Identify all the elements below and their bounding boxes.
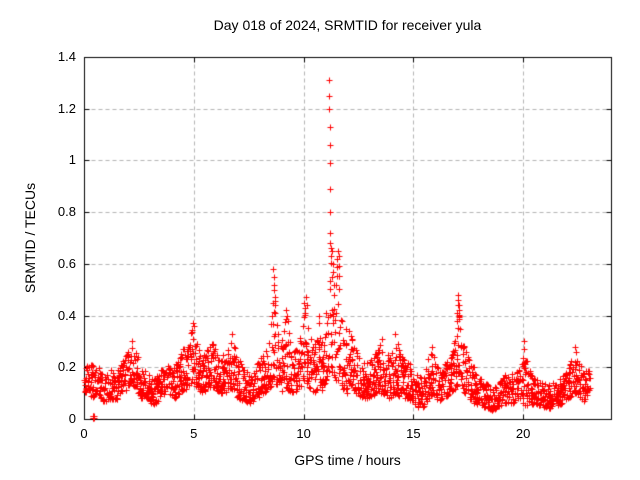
- x-axis-label: GPS time / hours: [294, 452, 401, 468]
- y-tick-label: 0.6: [57, 255, 76, 271]
- y-tick-label: 1: [68, 152, 76, 168]
- chart-title: Day 018 of 2024, SRMTID for receiver yul…: [213, 17, 482, 33]
- x-tick-label: 20: [515, 426, 531, 441]
- y-tick-label: 0: [68, 411, 76, 426]
- x-tick-label: 15: [406, 426, 421, 441]
- y-tick-label: 1.2: [57, 100, 76, 116]
- y-tick-label: 0.2: [57, 359, 76, 375]
- x-tick-label: 5: [190, 426, 198, 441]
- y-tick-label: 1.4: [57, 49, 76, 64]
- x-tick-label: 0: [80, 426, 88, 441]
- y-tick-label: 0.8: [57, 204, 76, 220]
- x-tick-label: 10: [296, 426, 311, 441]
- y-tick-label: 0.4: [57, 307, 76, 323]
- y-axis-label: SRMTID / TECUs: [22, 182, 38, 294]
